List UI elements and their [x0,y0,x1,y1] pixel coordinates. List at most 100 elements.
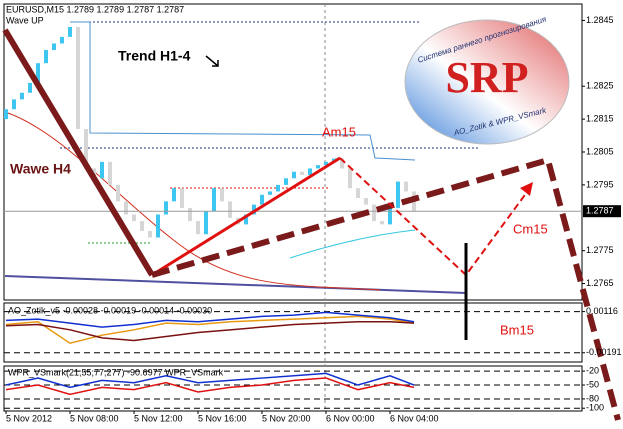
indicator-title: AO_Zotik_v5 -0.00028 -0.00019 -0.00014 -… [8,305,212,315]
moving-average [289,229,416,259]
indicator-title: WPR_VSmark(21;55;77;277) -90.6977 WPR_VS… [8,367,224,377]
price-bar [212,188,216,212]
y-tick-label: -0.00191 [586,347,622,357]
x-tick-label: 5 Nov 08:00 [70,413,119,423]
annotation: Cm15 [513,221,548,236]
price-bar [228,201,232,218]
y-tick-label: -50 [586,379,599,389]
price-bar [348,168,352,189]
y-tick-label: 1.2845 [586,15,614,25]
indicator-line [5,377,415,396]
trend-line [4,275,467,294]
price-bar [188,207,192,222]
price-bar [100,161,104,179]
price-bar [60,36,64,44]
price-bar [84,128,88,169]
indicator-line [5,321,415,342]
price-bar [44,50,48,64]
logo-badge [404,19,570,145]
price-bar [372,204,376,222]
price-overlays [4,21,480,294]
price-bar [364,198,368,205]
x-tick-label: 5 Nov 2012 [6,413,52,423]
x-tick-label: 6 Nov 04:00 [390,413,439,423]
y-tick-label: 1.2775 [586,245,614,255]
price-bar [268,191,272,195]
chart-title: EURUSD,M15 1.2789 1.2789 1.2787 1.2787 [6,4,184,14]
price-bar [340,158,344,169]
price-bar [108,161,112,185]
price-bar [356,188,360,199]
price-bar [20,92,24,100]
price-bar [148,230,152,238]
indicator-line [5,372,415,389]
logo: SRP Система раннего прогнозирования AO_Z… [404,14,570,145]
price-bar [324,161,328,166]
price-bar [140,221,144,231]
price-bar [52,43,56,51]
price-bar [164,201,168,215]
wpr-panel [3,365,583,412]
y-tick-label: -100 [586,403,604,413]
ao-panel [3,302,583,363]
annotation: Trend H1-4 [118,48,191,64]
price-bar [76,27,80,129]
annotation: Wawe H4 [10,161,71,177]
arrow-head [520,182,533,196]
x-tick-label: 5 Nov 12:00 [134,413,183,423]
price-bar [308,168,312,176]
x-tick-label: 5 Nov 16:00 [198,413,247,423]
y-tick-label: -80 [586,393,599,403]
trend-projection [151,156,621,421]
y-tick-label: 0.00116 [586,306,618,316]
wave-a-line [151,156,341,277]
annotation: Am15 [322,124,356,139]
price-bar [116,184,120,202]
price-bar [380,221,384,225]
price-bar [4,109,8,120]
last-price-box [583,205,621,218]
y-tick-label: 1.2795 [586,179,614,189]
wave-h4-line [2,28,155,277]
price-bar [244,214,248,225]
indicator-line [5,311,415,328]
price-bar [396,181,400,208]
price-bar [132,214,136,222]
price-bar [300,171,304,176]
y-tick-label: 1.2825 [586,81,614,91]
price-bar [404,181,408,192]
indicator-line [5,315,415,345]
price-bar [180,188,184,208]
price-bar [292,171,296,179]
y-tick-label: -20 [586,365,599,375]
price-bar [252,204,256,215]
indicator-name: Wave UP [6,15,44,25]
logo-title: SRP [445,53,528,102]
y-tick-label: 1.2765 [586,278,614,288]
x-tick-label: 6 Nov 00:00 [326,413,375,423]
price-bar [156,214,160,238]
y-tick-label: 1.2815 [586,113,614,123]
last-price-label: 1.2787 [586,206,614,216]
x-tick-label: 5 Nov 20:00 [262,413,311,423]
price-bar [172,188,176,202]
price-bar [316,165,320,169]
price-bar [260,194,264,205]
price-bar [284,178,288,185]
price-bar [196,221,200,235]
price-bar [68,27,72,37]
y-tick-label: 1.2805 [586,146,614,156]
wave-up-line [70,21,416,161]
wave-drawings [2,28,621,421]
price-bar [204,211,208,235]
price-bar [28,82,32,93]
price-bar [12,99,16,110]
annotation: Bm15 [500,322,534,337]
moving-average [4,111,381,291]
price-bar [220,188,224,202]
price-bar [124,201,128,215]
price-bar [36,63,40,83]
price-bar [276,184,280,192]
price-bar [388,207,392,225]
